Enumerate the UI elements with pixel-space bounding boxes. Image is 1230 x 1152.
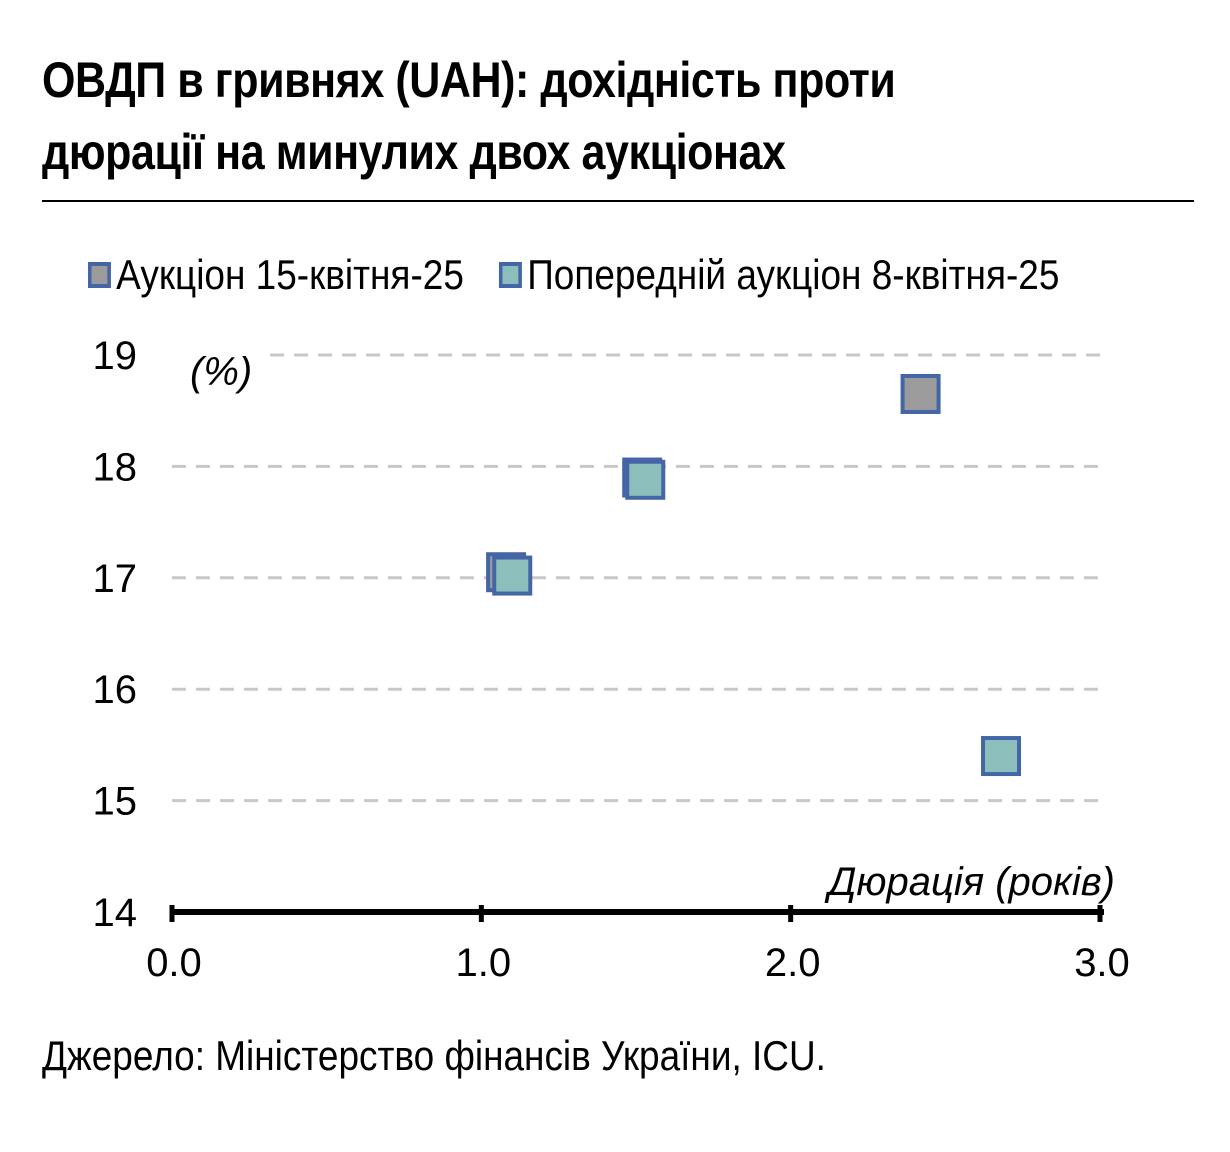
chart-title: ОВДП в гривнях (UAH): дохідність проти д… (42, 44, 1031, 188)
y-axis-label: (%) (190, 350, 252, 394)
x-tick-label: 2.0 (765, 941, 821, 985)
legend-item-current-auction: Аукціон 15-квітня-25 (88, 251, 464, 299)
legend-swatch-previous (499, 262, 522, 288)
legend-item-previous-auction: Попередній аукціон 8-квітня-25 (499, 251, 1059, 299)
chart-title-line-1: ОВДП в гривнях (UAH): дохідність проти (42, 52, 896, 108)
legend: Аукціон 15-квітня-25 Попередній аукціон … (88, 250, 1095, 300)
y-tick-label: 15 (93, 780, 138, 824)
grid-lines (172, 353, 1100, 803)
y-tick-label: 14 (93, 891, 138, 935)
data-points (486, 373, 1022, 777)
point-current-auction (900, 373, 941, 414)
point-previous-auction (981, 736, 1022, 777)
source-note: Джерело: Міністерство фінансів України, … (42, 1032, 826, 1079)
x-tick-label: 0.0 (146, 941, 202, 985)
title-divider (42, 200, 1194, 202)
chart-title-line-2: дюрації на минулих двох аукціонах (42, 124, 786, 180)
point-previous-auction (492, 555, 533, 596)
x-axis-label: Дюрація (років) (824, 860, 1115, 904)
y-tick-label: 18 (93, 445, 138, 489)
x-axis (169, 905, 1104, 922)
y-tick-label: 19 (93, 334, 138, 378)
x-tick-label: 1.0 (456, 941, 512, 985)
y-tick-label: 17 (93, 557, 138, 601)
legend-swatch-current (88, 262, 111, 288)
legend-label-current: Аукціон 15-квітня-25 (116, 251, 464, 298)
legend-label-previous: Попередній аукціон 8-квітня-25 (527, 251, 1060, 298)
x-tick-label: 3.0 (1074, 941, 1130, 985)
y-tick-labels: 14 15 16 17 18 19 (93, 334, 138, 935)
point-previous-auction (625, 459, 666, 500)
y-tick-label: 16 (93, 668, 138, 712)
x-tick-labels: 0.0 1.0 2.0 3.0 (146, 941, 1130, 985)
